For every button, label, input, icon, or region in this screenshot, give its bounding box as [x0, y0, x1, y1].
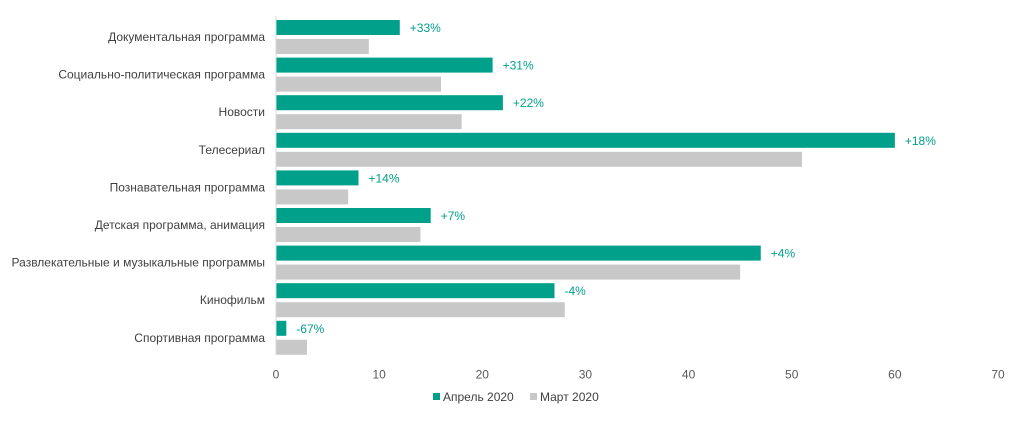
data-label: +18% [905, 134, 936, 148]
data-label: +22% [513, 96, 544, 110]
x-tick-label: 30 [579, 367, 593, 381]
data-label: +7% [441, 209, 466, 223]
bar-march-2020 [276, 264, 741, 280]
data-label: -4% [564, 284, 586, 298]
legend-swatch [433, 393, 440, 400]
x-tick-label: 0 [273, 367, 280, 381]
bar-april-2020 [276, 245, 761, 261]
x-tick-labels: 0 10 20 30 40 50 60 70 [273, 367, 1005, 381]
category-label: Документальная программа [108, 30, 265, 44]
category-label: Детская программа, анимация [95, 218, 265, 232]
data-label: +33% [410, 21, 441, 35]
legend: Апрель 2020 Март 2020 [433, 390, 599, 404]
bar-april-2020 [276, 95, 503, 111]
data-label: +4% [771, 247, 796, 261]
category-label: Социально-политическая программа [58, 68, 265, 82]
bar-april-2020 [276, 283, 555, 299]
bar-march-2020 [276, 302, 565, 318]
bar-april-2020 [276, 170, 359, 186]
category-label: Спортивная программа [134, 331, 265, 345]
bar-march-2020 [276, 76, 442, 92]
bar-march-2020 [276, 189, 349, 205]
bars [276, 20, 895, 355]
bar-april-2020 [276, 57, 493, 73]
category-label: Новости [219, 105, 265, 119]
x-tick-label: 10 [372, 367, 386, 381]
bar-april-2020 [276, 20, 400, 35]
data-label: +14% [369, 171, 400, 185]
x-tick-label: 70 [991, 367, 1005, 381]
x-tick-label: 40 [682, 367, 696, 381]
bar-march-2020 [276, 151, 803, 167]
data-label: +31% [503, 59, 534, 73]
bar-march-2020 [276, 39, 369, 54]
bar-march-2020 [276, 114, 462, 130]
category-label: Кинофильм [200, 293, 265, 307]
data-labels: +33% +31% +22% +18% +14% +7% +4% -4% -67% [296, 21, 936, 336]
bar-march-2020 [276, 339, 307, 355]
x-tick-label: 20 [476, 367, 490, 381]
legend-label: Март 2020 [540, 390, 599, 404]
bar-april-2020 [276, 320, 287, 336]
category-label: Познавательная программа [110, 180, 266, 194]
legend-label: Апрель 2020 [443, 390, 514, 404]
x-tick-label: 50 [785, 367, 799, 381]
category-labels: Документальная программа Социально-полити… [12, 30, 266, 345]
bar-april-2020 [276, 132, 895, 148]
bar-march-2020 [276, 227, 421, 242]
category-label: Телесериал [199, 143, 265, 157]
category-label: Развлекательные и музыкальные программы [12, 256, 265, 270]
data-label: -67% [296, 322, 324, 336]
bar-april-2020 [276, 208, 431, 223]
x-tick-label: 60 [888, 367, 902, 381]
legend-swatch [530, 393, 537, 400]
